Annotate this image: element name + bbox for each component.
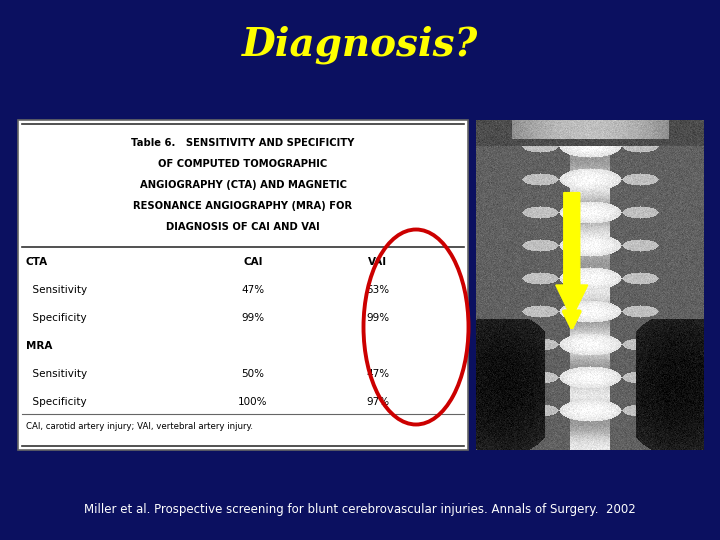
- Text: Sensitivity: Sensitivity: [26, 369, 87, 379]
- Text: CAI: CAI: [243, 257, 263, 267]
- Text: Specificity: Specificity: [26, 397, 86, 407]
- Text: 100%: 100%: [238, 397, 268, 407]
- Bar: [18, 120, 468, 450]
- Text: VAI: VAI: [369, 257, 387, 267]
- Text: 99%: 99%: [241, 313, 264, 323]
- Text: Sensitivity: Sensitivity: [26, 285, 87, 295]
- Text: 47%: 47%: [241, 285, 264, 295]
- Text: CTA: CTA: [26, 257, 48, 267]
- Text: CAI, carotid artery injury; VAI, vertebral artery injury.: CAI, carotid artery injury; VAI, vertebr…: [26, 422, 253, 431]
- Text: OF COMPUTED TOMOGRAPHIC: OF COMPUTED TOMOGRAPHIC: [158, 159, 328, 169]
- Text: 97%: 97%: [366, 397, 390, 407]
- Text: RESONANCE ANGIOGRAPHY (MRA) FOR: RESONANCE ANGIOGRAPHY (MRA) FOR: [133, 201, 353, 211]
- Text: ANGIOGRAPHY (CTA) AND MAGNETIC: ANGIOGRAPHY (CTA) AND MAGNETIC: [140, 180, 346, 190]
- Text: 47%: 47%: [366, 369, 390, 379]
- Text: 53%: 53%: [366, 285, 390, 295]
- Text: Specificity: Specificity: [26, 313, 86, 323]
- Text: MRA: MRA: [26, 341, 53, 351]
- Text: Miller et al. Prospective screening for blunt cerebrovascular injuries. Annals o: Miller et al. Prospective screening for …: [84, 503, 636, 516]
- Text: Table 6.   SENSITIVITY AND SPECIFICITY: Table 6. SENSITIVITY AND SPECIFICITY: [131, 138, 355, 148]
- Text: DIAGNOSIS OF CAI AND VAI: DIAGNOSIS OF CAI AND VAI: [166, 222, 320, 232]
- Text: 99%: 99%: [366, 313, 390, 323]
- Text: 50%: 50%: [241, 369, 264, 379]
- Text: Diagnosis?: Diagnosis?: [242, 26, 478, 64]
- FancyArrow shape: [556, 193, 588, 318]
